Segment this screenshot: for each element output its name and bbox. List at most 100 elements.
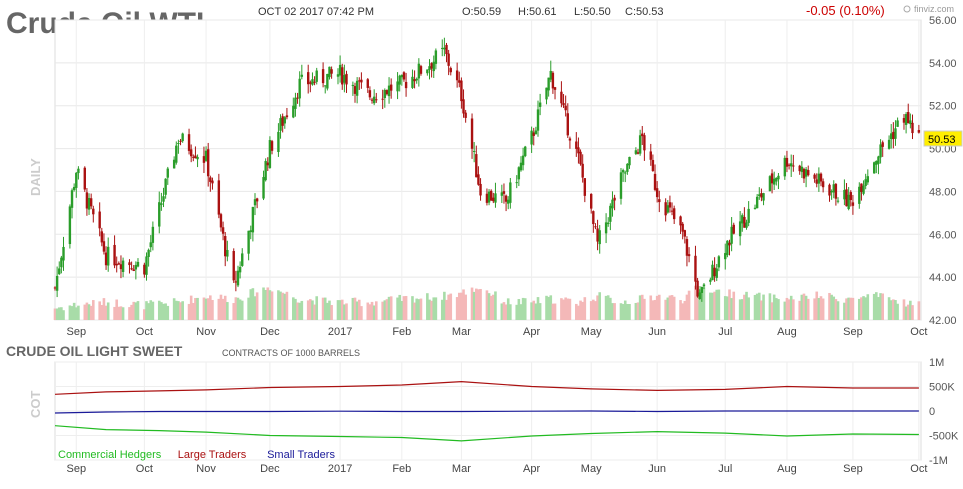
cot-x-tick: Aug — [777, 463, 797, 475]
volume-bar — [717, 289, 721, 320]
volume-bar — [449, 293, 453, 320]
volume-bar — [789, 295, 793, 320]
volume-bar — [411, 296, 414, 320]
price-x-axis: Sep Oct Nov Dec 2017 Feb Mar Apr May Jun Jul Aug Sep… — [66, 326, 927, 338]
volume-bar — [715, 289, 719, 320]
candle-body — [760, 193, 763, 198]
cot-y-tick: 500K — [929, 382, 955, 394]
candle-body — [341, 67, 344, 85]
volume-bar — [815, 291, 819, 320]
volume-bar — [251, 288, 255, 320]
candle-body — [441, 47, 444, 49]
candle-body — [700, 286, 704, 293]
candle-body — [434, 50, 438, 64]
volume-bar — [581, 301, 584, 320]
volume-bar — [564, 297, 567, 320]
volume-bar — [877, 297, 880, 320]
candle-body — [432, 61, 435, 72]
volume-bar — [196, 297, 199, 320]
candle-body — [53, 287, 57, 289]
candle-body — [549, 70, 552, 80]
volume-bar — [670, 295, 674, 320]
volume-bar — [506, 298, 510, 320]
candle-body — [462, 99, 465, 114]
volume-bar — [909, 300, 912, 320]
volume-bar — [419, 298, 423, 320]
volume-bar — [672, 296, 676, 320]
legend-entry: Commercial Hedgers — [58, 449, 162, 461]
volume-bar — [330, 305, 333, 320]
volume-bar — [313, 304, 316, 320]
volume-bar — [740, 299, 744, 320]
candle-body — [375, 99, 378, 101]
candle-body — [904, 114, 908, 125]
candle-body — [519, 162, 523, 171]
candle-body — [100, 231, 104, 243]
volume-bar — [462, 289, 465, 320]
volume-bar — [819, 296, 823, 320]
candle-body — [60, 257, 63, 268]
volume-bar — [485, 290, 489, 320]
volume-bar — [830, 294, 833, 320]
candle-body — [470, 118, 474, 149]
candle-body — [790, 163, 793, 167]
candle-body — [817, 173, 821, 184]
candle-body — [298, 78, 301, 99]
cot-x-tick: Mar — [452, 463, 471, 475]
volume-bar — [132, 301, 136, 320]
volume-bar — [806, 298, 810, 320]
candle-body — [668, 202, 672, 208]
finviz-logo[interactable]: finviz.com — [914, 4, 954, 14]
candle-body — [307, 72, 310, 85]
volume-bar — [538, 303, 542, 320]
candle-body — [426, 69, 429, 74]
candle-body — [598, 230, 601, 245]
candle-body — [447, 53, 450, 66]
candle-body — [387, 85, 391, 97]
volume-bar — [743, 294, 746, 320]
volume-bar — [762, 294, 765, 320]
candle-body — [798, 165, 801, 172]
candle-body — [92, 208, 95, 215]
volume-bar — [357, 299, 361, 320]
candle-body — [336, 74, 340, 77]
candle-body — [479, 183, 482, 196]
volume-bar — [404, 295, 408, 320]
volume-bar — [902, 299, 906, 320]
volume-bar — [162, 303, 165, 320]
candle-body — [187, 134, 191, 151]
volume-bar — [145, 301, 148, 320]
candle-body — [658, 199, 661, 203]
cot-x-tick: Apr — [523, 463, 540, 475]
volume-bar — [187, 303, 191, 320]
volume-bar — [709, 292, 712, 320]
volume-bar — [770, 302, 774, 320]
volume-bar — [166, 305, 170, 320]
volume-bar — [879, 293, 882, 320]
cot-x-tick: Sep — [843, 463, 863, 475]
volume-bar — [860, 297, 863, 320]
volume-bar — [502, 302, 506, 320]
volume-bar — [149, 300, 153, 320]
candle-body — [849, 192, 852, 201]
volume-bar — [447, 294, 450, 320]
candle-body — [679, 216, 682, 226]
candle-body — [62, 246, 65, 261]
volume-bar — [232, 303, 236, 320]
candle-body — [430, 63, 433, 69]
candle-body — [415, 78, 418, 81]
volume-bar — [370, 301, 374, 320]
volume-bar — [683, 300, 687, 320]
candle-body — [832, 184, 835, 193]
volume-bar — [500, 303, 504, 320]
volume-bar — [445, 299, 448, 320]
candle-body — [355, 80, 359, 96]
volume-bar — [655, 295, 659, 320]
volume-bar — [151, 301, 155, 320]
volume-bar — [443, 291, 446, 320]
candle-body — [524, 146, 527, 157]
volume-bar — [219, 294, 223, 320]
volume-bar — [864, 297, 867, 320]
volume-bar — [881, 293, 885, 320]
volume-bar — [211, 300, 214, 320]
